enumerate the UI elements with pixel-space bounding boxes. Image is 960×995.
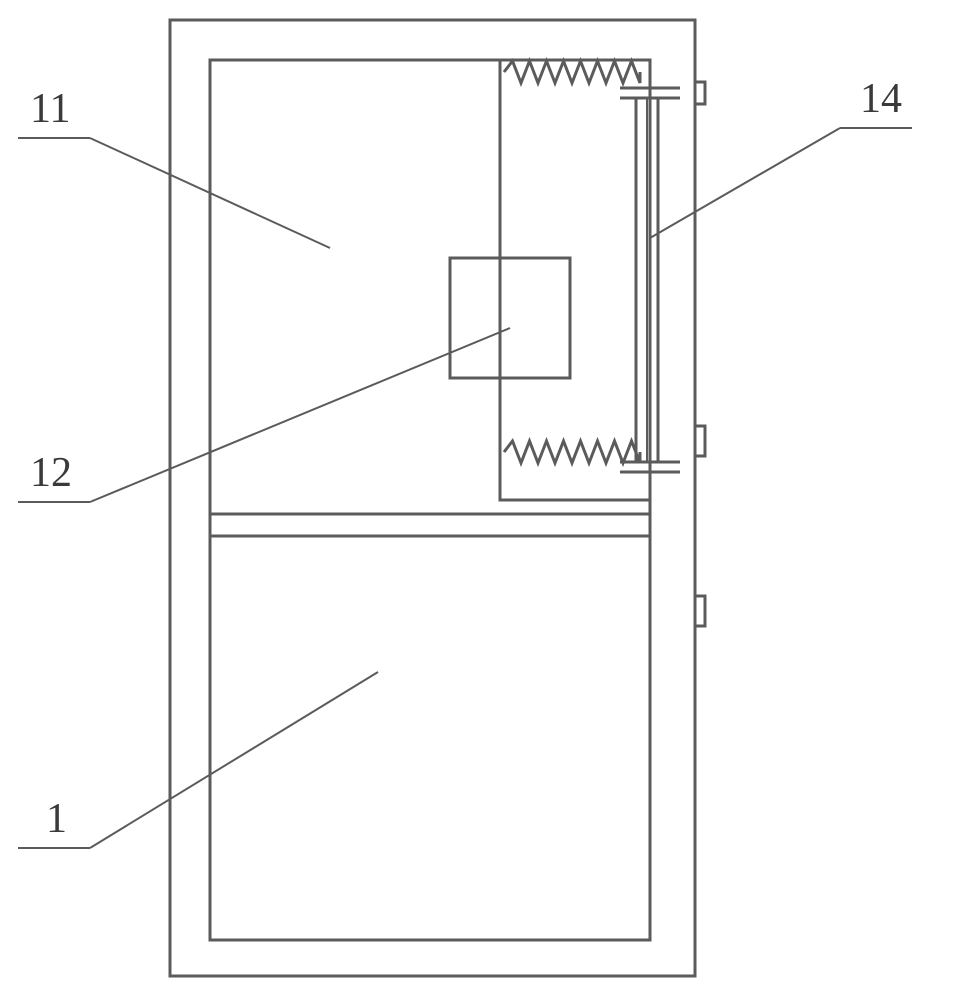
interior-square [450,258,570,378]
right-tab-lower [695,596,705,626]
leader-1-seg1 [90,672,378,848]
label-14: 14 [860,76,902,122]
right-tab-upper [695,82,705,104]
spring-bottom [504,441,640,463]
label-12: 12 [30,450,72,496]
label-1: 1 [46,796,67,842]
leader-12-seg1 [90,328,510,502]
right-compartment [500,60,650,500]
spring-top [504,61,640,83]
right-tab-mid [695,426,705,456]
label-11: 11 [30,86,70,132]
outer-frame [170,20,695,976]
leader-14-seg1 [650,128,840,238]
